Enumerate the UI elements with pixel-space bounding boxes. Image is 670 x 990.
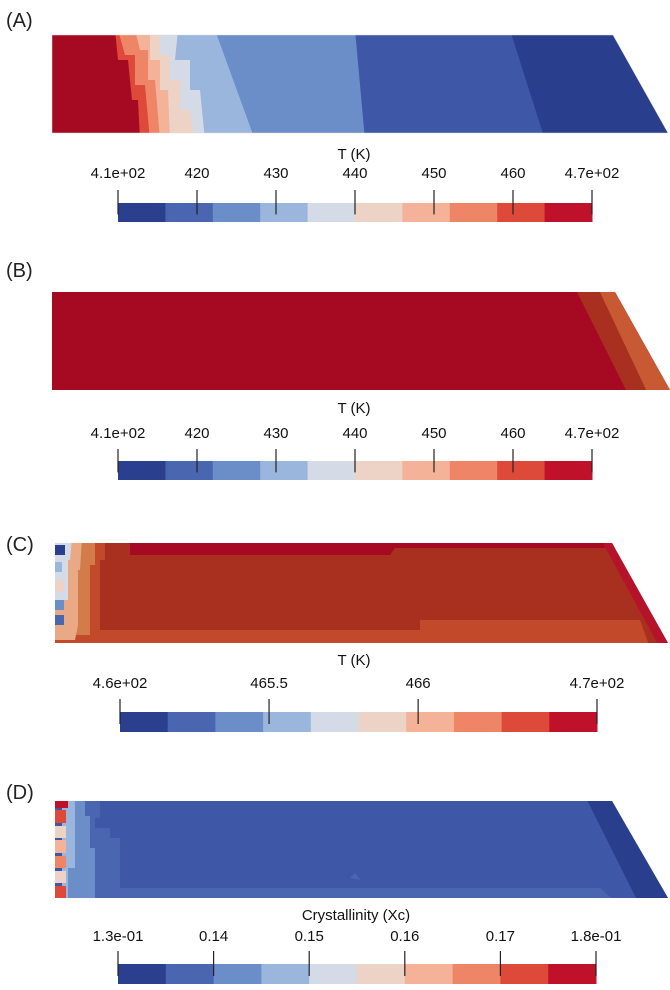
colorbar-swatch [548,964,597,984]
panel-c: (C) T (K) 4.6e+02 465.5 466 4.7e+02 [0,500,670,745]
colorbar-tick-label: 430 [263,165,289,182]
colorbar-swatch [118,964,167,984]
colorbar-swatch [404,964,454,984]
colorbar-swatch [452,964,501,984]
colorbar-tick-label: 450 [421,165,447,182]
colorbar-swatch [355,461,403,480]
colorbar-tick-label: 465.5 [250,675,288,692]
colorbar-tick-label: 0.14 [198,928,229,945]
colorbar-tick-label: 460 [500,165,526,182]
colorbar-swatch [406,712,455,732]
colorbar-tick-label: 4.1e+02 [90,165,146,182]
colorbar-swatch [165,964,215,984]
colorbar-b [117,449,593,480]
colorbar-swatch [310,712,359,732]
colorbar-tick-label: 460 [500,425,526,442]
colorbar-tick-label: 0.17 [485,928,515,945]
temperature-field-c [55,543,668,643]
colorbar-tick-label: 450 [421,425,447,442]
colorbar-swatch [497,461,546,480]
colorbar-tick-label: 4.7e+02 [564,165,620,182]
colorbar-swatch [544,203,593,222]
colorbar-swatch [263,712,312,732]
colorbar-d [117,951,597,984]
colorbar-title-c: T (K) [337,652,371,669]
colorbar-swatch [165,461,214,480]
colorbar-tick-label: 430 [263,425,289,442]
colorbar-tick-label: 466 [405,675,431,692]
colorbar-tick-label: 1.3e-01 [92,928,144,945]
colorbar-swatch [118,461,166,480]
colorbar-swatch [357,964,406,984]
colorbar-swatch [120,712,169,732]
panel-label-a: (A) [6,10,33,32]
colorbar-swatch [549,712,598,732]
colorbar-swatch [453,712,503,732]
panel-label-b: (B) [6,260,33,282]
colorbar-swatch [307,203,356,222]
colorbar-title-d: Crystallinity (Xc) [301,907,411,924]
colorbar-swatch [500,964,549,984]
colorbar-swatch [213,964,262,984]
colorbar-tick-label: 420 [184,425,210,442]
colorbar-swatch [307,461,356,480]
panel-label-c: (C) [6,534,34,556]
colorbar-tick-label: 4.6e+02 [92,675,148,692]
temperature-field-b [52,292,670,390]
colorbar-swatch [402,461,451,480]
colorbar-tick-label: 440 [342,165,368,182]
colorbar-title-a: T (K) [337,146,371,163]
colorbar-c [119,699,598,732]
colorbar-swatch [215,712,264,732]
colorbar-tick-label: 0.15 [294,928,324,945]
colorbar-swatch [165,203,214,222]
colorbar-swatch [544,461,593,480]
panel-a: (A) T (K) 4.1e+02 420 430 440 450 460 4.7e+02 [0,0,670,240]
crystallinity-field-d [55,801,668,898]
colorbar-swatch [497,203,546,222]
temperature-field-a [51,34,669,134]
colorbar-title-b: T (K) [337,400,371,417]
colorbar-tick-label: 440 [342,425,368,442]
colorbar-swatch [261,964,310,984]
colorbar-swatch [449,461,498,480]
panel-d: (D) Crystallinity (Xc) 1.3e-01 0.14 0.15 0.… [0,748,670,990]
colorbar-tick-label: 4.1e+02 [90,425,146,442]
colorbar-swatch [118,203,166,222]
colorbar-swatch [212,203,261,222]
colorbar-a [117,190,593,222]
colorbar-swatch [449,203,498,222]
colorbar-swatch [355,203,403,222]
panel-b: (B) T (K) 4.1e+02 420 430 440 450 460 4.7e+02 [0,250,670,490]
colorbar-swatch [309,964,358,984]
colorbar-tick-label: 4.7e+02 [569,675,625,692]
colorbar-swatch [501,712,550,732]
colorbar-tick-label: 1.8e-01 [570,928,622,945]
colorbar-swatch [402,203,451,222]
colorbar-swatch [260,461,309,480]
colorbar-tick-label: 420 [184,165,210,182]
colorbar-tick-label: 4.7e+02 [564,425,620,442]
colorbar-swatch [260,203,309,222]
colorbar-swatch [212,461,261,480]
colorbar-swatch [167,712,216,732]
panel-label-d: (D) [6,782,34,804]
colorbar-swatch [358,712,407,732]
colorbar-tick-label: 0.16 [390,928,420,945]
